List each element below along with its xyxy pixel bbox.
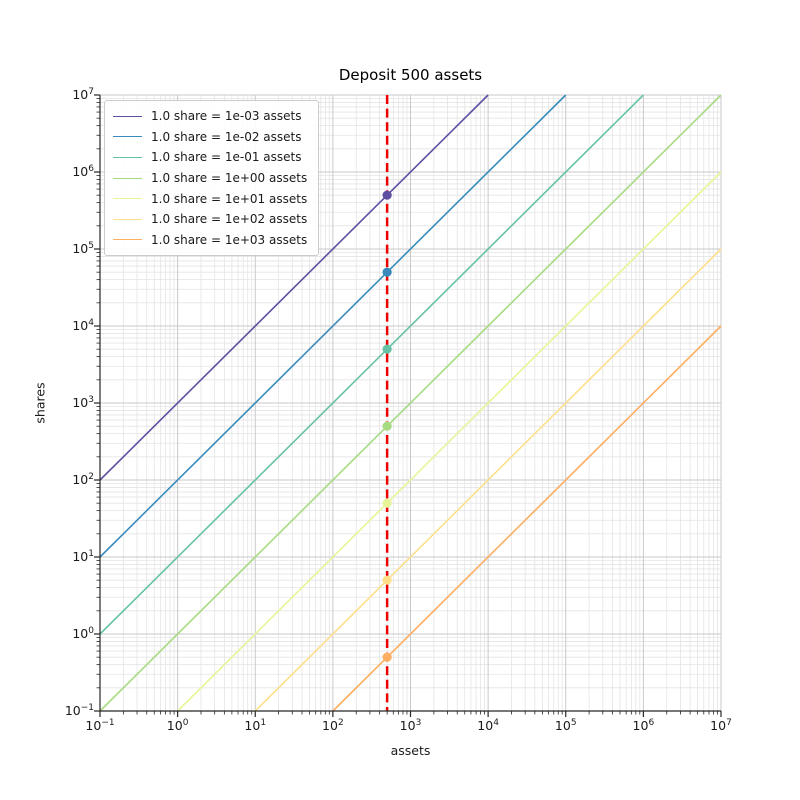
x-tick-label: 103: [399, 717, 422, 733]
deposit-marker: [382, 267, 392, 277]
y-axis-label: shares: [32, 382, 48, 424]
legend-item-label: 1.0 share = 1e-03 assets: [151, 109, 302, 124]
legend: 1.0 share = 1e-03 assets 1.0 share = 1e-0…: [104, 100, 320, 257]
legend-line-swatch: [113, 136, 142, 138]
y-tick-label: 105: [72, 240, 94, 256]
legend-item: 1.0 share = 1e+01 assets: [113, 188, 307, 209]
y-tick-label: 106: [72, 163, 94, 179]
x-tick-label: 100: [166, 717, 189, 733]
x-tick-label: 105: [554, 717, 577, 733]
legend-item-label: 1.0 share = 1e-01 assets: [151, 150, 302, 165]
legend-line-swatch: [113, 156, 142, 158]
chart-title: Deposit 500 assets: [338, 66, 483, 84]
deposit-marker: [382, 190, 392, 200]
legend-item: 1.0 share = 1e+02 assets: [113, 209, 307, 230]
legend-line-swatch: [113, 198, 142, 200]
y-tick-label: 101: [72, 548, 94, 564]
x-tick-label: 104: [477, 717, 499, 733]
deposit-marker: [382, 344, 392, 354]
deposit-marker: [382, 652, 392, 662]
x-tick-label: 107: [710, 717, 732, 733]
legend-item: 1.0 share = 1e-01 assets: [113, 147, 307, 168]
y-tick-label: 103: [72, 394, 94, 410]
deposit-marker: [382, 575, 392, 585]
legend-item: 1.0 share = 1e+00 assets: [113, 168, 307, 189]
deposit-marker: [382, 421, 392, 431]
series-line: [332, 325, 722, 712]
legend-line-swatch: [113, 239, 142, 241]
legend-item: 1.0 share = 1e-02 assets: [113, 127, 307, 148]
deposit-marker: [382, 498, 392, 508]
legend-item: 1.0 share = 1e+03 assets: [113, 230, 307, 251]
series-line: [99, 94, 567, 558]
x-tick-label: 101: [244, 717, 267, 733]
y-tick-label: 104: [72, 317, 94, 333]
series-line: [99, 94, 644, 635]
legend-item: 1.0 share = 1e-03 assets: [113, 106, 307, 127]
y-tick-label: 10−1: [64, 702, 94, 718]
series-line: [254, 248, 722, 712]
x-tick-label: 106: [632, 717, 655, 733]
legend-item-label: 1.0 share = 1e+01 assets: [151, 191, 308, 206]
series-line: [99, 94, 489, 481]
series-line: [99, 94, 722, 712]
legend-item-label: 1.0 share = 1e+02 assets: [151, 212, 308, 227]
legend-item-label: 1.0 share = 1e+03 assets: [151, 232, 308, 247]
legend-line-swatch: [113, 177, 142, 179]
legend-item-label: 1.0 share = 1e+00 assets: [151, 171, 308, 186]
x-tick-label: 102: [322, 717, 344, 733]
y-tick-label: 102: [72, 471, 94, 487]
y-tick-label: 100: [72, 625, 94, 641]
x-tick-label: 10−1: [85, 717, 115, 733]
series-line: [177, 171, 722, 712]
legend-line-swatch: [113, 115, 142, 117]
y-tick-label: 107: [72, 86, 94, 102]
legend-item-label: 1.0 share = 1e-02 assets: [151, 129, 302, 144]
legend-line-swatch: [113, 218, 142, 220]
x-axis-label: assets: [390, 743, 431, 758]
